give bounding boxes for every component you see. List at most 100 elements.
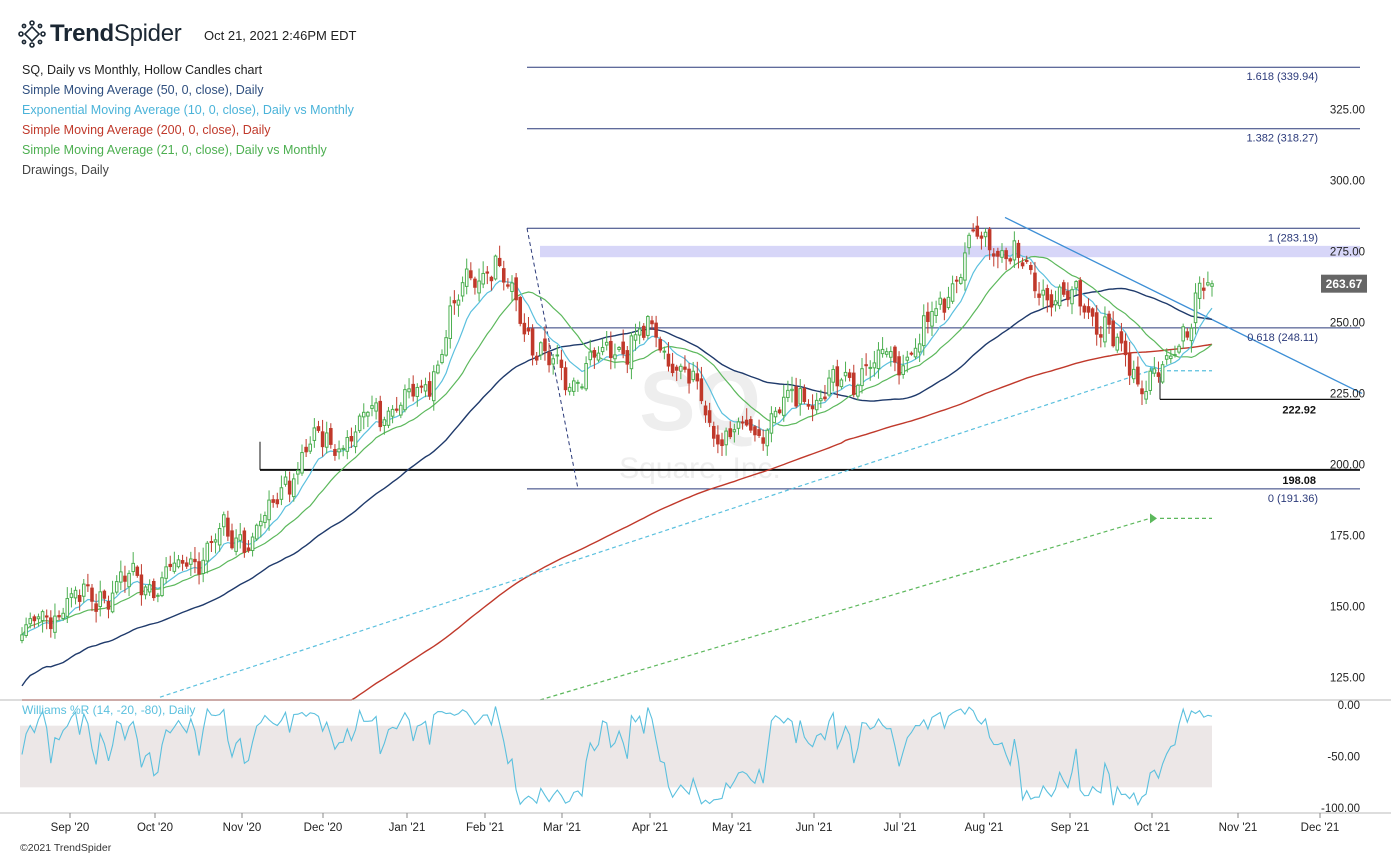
candle <box>312 418 317 448</box>
candle-body <box>469 270 473 279</box>
candle-body <box>851 372 856 395</box>
candle-body <box>497 257 502 267</box>
candle-body <box>736 421 741 429</box>
candle-body <box>168 563 173 568</box>
candle <box>979 231 984 250</box>
candle-body <box>1189 327 1194 342</box>
candle <box>551 353 555 375</box>
candle <box>625 345 630 374</box>
legend-item-sma50[interactable]: Simple Moving Average (50, 0, close), Da… <box>22 83 264 97</box>
candle <box>1086 298 1091 320</box>
candle <box>300 444 304 476</box>
candle <box>160 571 164 598</box>
candle-body <box>996 250 1000 257</box>
spider-logo-icon <box>18 20 46 48</box>
legend-item-drawings[interactable]: Drawings, Daily <box>22 163 109 177</box>
candle-body <box>777 409 782 414</box>
candle <box>407 378 411 399</box>
time-tick-label: Mar '21 <box>543 822 581 834</box>
descending-trendline <box>1004 216 1363 395</box>
candle <box>81 579 86 603</box>
candle-body <box>1004 250 1008 260</box>
candle <box>576 379 580 392</box>
candle-body <box>28 618 33 625</box>
candle <box>464 258 469 295</box>
candle-body <box>1148 370 1153 391</box>
candle <box>563 361 568 396</box>
time-tick-label: Sep '20 <box>51 822 90 834</box>
fib-level-label: 1 (283.19) <box>1268 232 1318 244</box>
candle <box>481 261 485 289</box>
resistance-zone <box>540 245 1360 258</box>
candle-body <box>604 341 609 346</box>
candle-body <box>61 612 65 620</box>
candle <box>184 556 189 569</box>
candle-body <box>370 405 374 409</box>
candle-body <box>250 536 255 552</box>
legend-item-chart[interactable]: SQ, Daily vs Monthly, Hollow Candles cha… <box>22 63 263 77</box>
candle <box>230 523 234 550</box>
candle <box>633 323 638 351</box>
candle <box>271 495 275 508</box>
legend-item-ema10[interactable]: Exponential Moving Average (10, 0, close… <box>22 103 354 117</box>
candle-body <box>40 611 45 621</box>
candle <box>333 444 337 461</box>
candle-body <box>221 514 226 528</box>
candle-body <box>625 350 630 365</box>
candle-body <box>489 276 494 282</box>
candle <box>1185 328 1190 341</box>
candle-body <box>49 617 53 630</box>
candle <box>897 351 901 385</box>
candle-body <box>267 499 271 521</box>
time-tick-label: Oct '20 <box>137 822 173 834</box>
candle <box>938 291 943 310</box>
fib-level-label: 1.382 (318.27) <box>1246 133 1318 145</box>
candle <box>366 410 370 428</box>
candle <box>1000 243 1004 263</box>
candle-body <box>1181 326 1185 342</box>
candle <box>765 428 770 456</box>
price-tick-label: 225.00 <box>1330 388 1365 400</box>
candle <box>860 357 864 394</box>
candle-body <box>110 592 115 613</box>
candle <box>1016 239 1021 269</box>
candle <box>419 379 424 394</box>
candle <box>959 273 963 285</box>
candle <box>1160 361 1165 384</box>
candle-body <box>184 562 189 567</box>
candle-body <box>271 499 275 503</box>
candle <box>399 402 403 419</box>
williams-r-band <box>20 725 1212 788</box>
candle-body <box>753 426 757 436</box>
brand-logo[interactable]: TrendSpider <box>18 20 182 48</box>
candle-body <box>304 446 308 453</box>
chart-timestamp: Oct 21, 2021 2:46PM EDT <box>204 28 357 43</box>
candle <box>1193 283 1198 335</box>
candle <box>991 248 996 267</box>
copyright-notice: ©2021 TrendSpider <box>20 842 112 854</box>
candle <box>930 301 934 336</box>
candle-body <box>1061 282 1066 295</box>
candle-body <box>114 581 119 593</box>
candle-body <box>773 410 778 418</box>
candle <box>440 349 444 365</box>
candle-body <box>337 448 341 453</box>
candle-body <box>1119 331 1124 344</box>
candle-body <box>349 436 354 442</box>
candle-body <box>522 322 527 335</box>
legend-item-sma200[interactable]: Simple Moving Average (200, 0, close), D… <box>22 123 271 137</box>
candle-body <box>670 363 675 374</box>
candle-body <box>394 408 399 411</box>
candle <box>757 419 761 438</box>
candle <box>1024 255 1029 264</box>
candle <box>316 420 321 433</box>
legend-item-sma21[interactable]: Simple Moving Average (21, 0, close), Da… <box>22 143 327 157</box>
candle <box>403 384 407 413</box>
candle-body <box>1152 368 1157 374</box>
candle <box>197 552 201 585</box>
candle <box>53 603 57 639</box>
candle <box>1206 271 1210 287</box>
time-tick-label: Apr '21 <box>632 822 668 834</box>
candle <box>827 369 831 397</box>
